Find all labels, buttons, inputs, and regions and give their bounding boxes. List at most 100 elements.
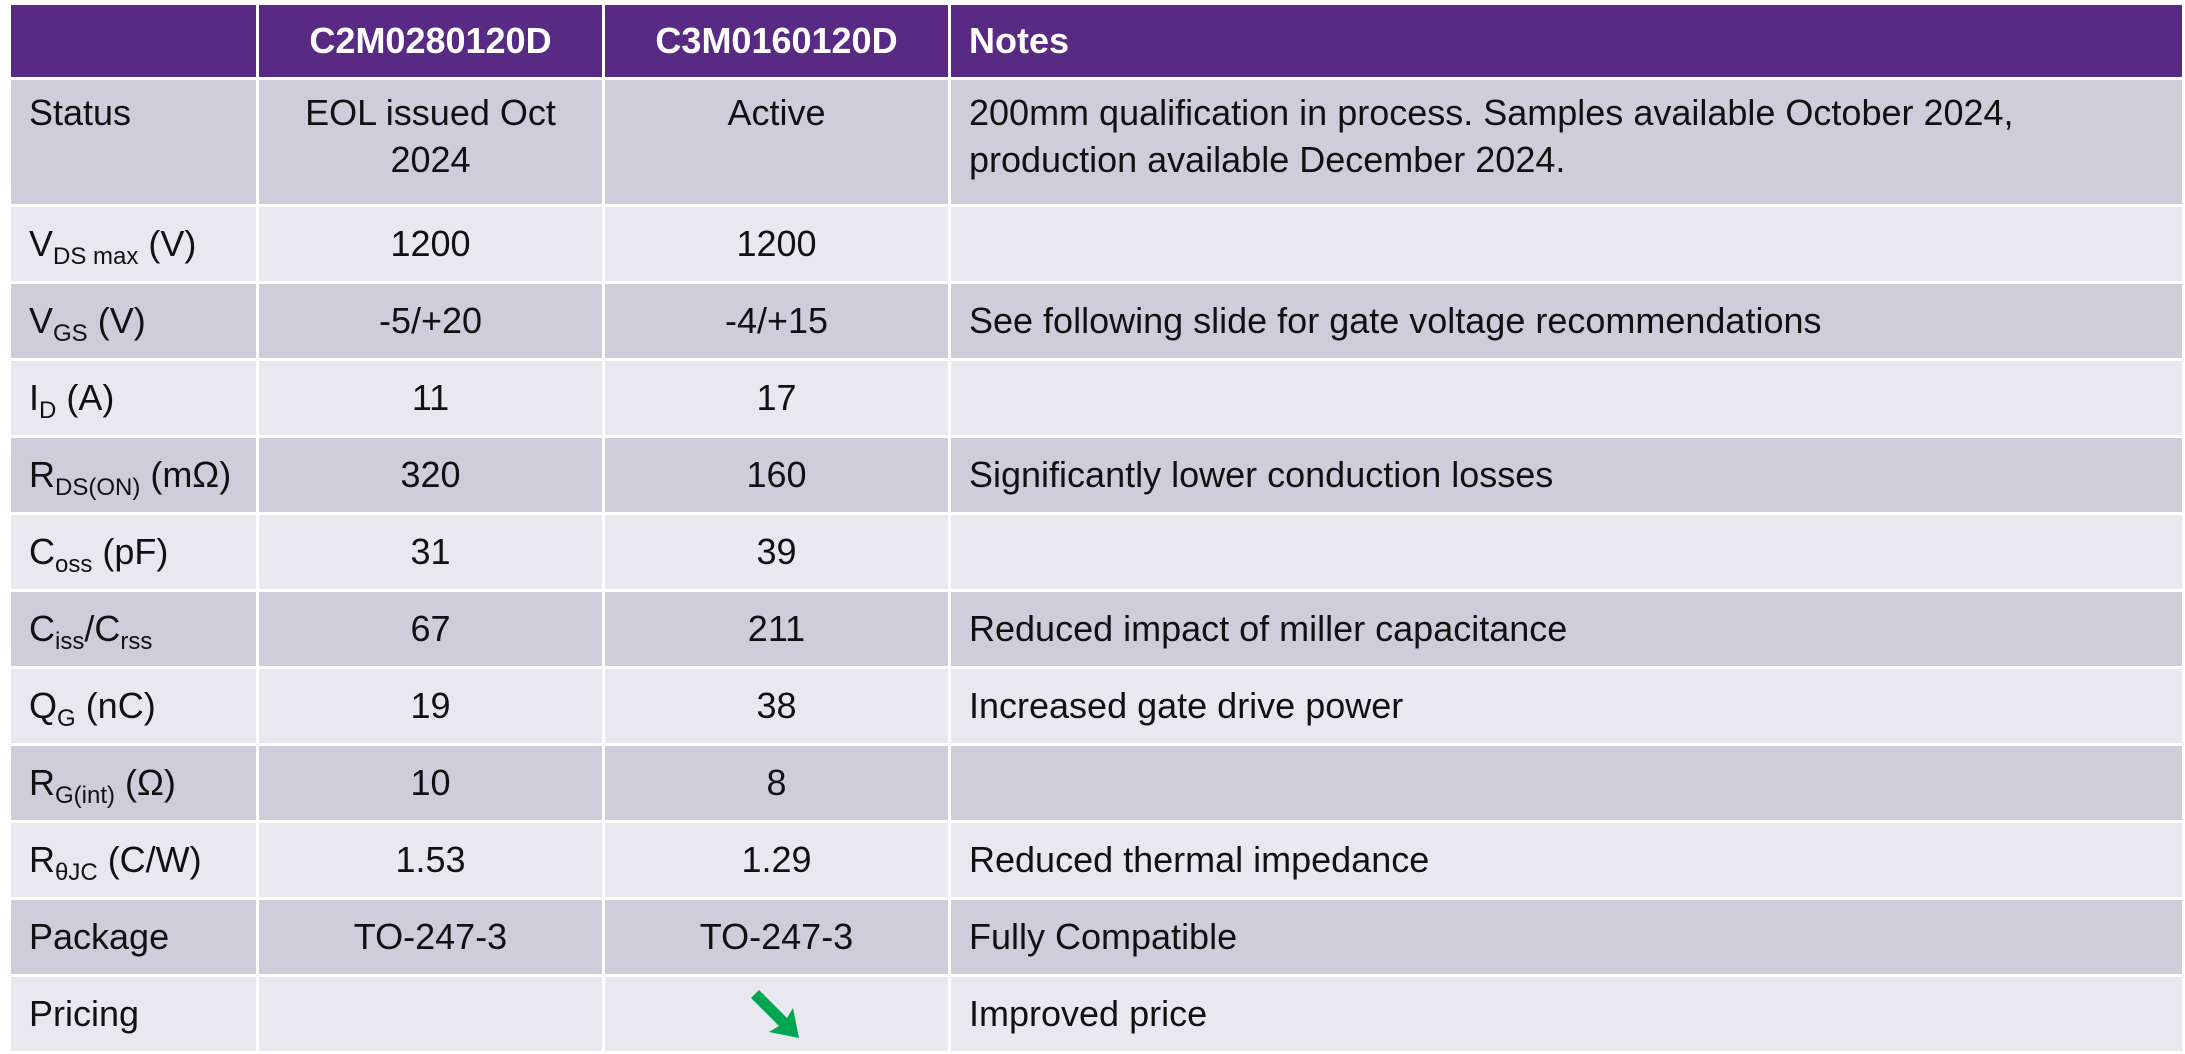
table-row: RDS(ON) (mΩ) 320 160 Significantly lower co… bbox=[8, 435, 2185, 515]
value-cell: -4/+15 bbox=[602, 281, 951, 361]
value-cell: 211 bbox=[602, 589, 951, 669]
value-cell: -5/+20 bbox=[256, 281, 605, 361]
param-cell: QG (nC) bbox=[8, 666, 259, 746]
notes-cell bbox=[948, 512, 2185, 592]
param-cell: Status bbox=[8, 77, 259, 207]
value-cell: 1.29 bbox=[602, 820, 951, 900]
param-subscript: G(int) bbox=[55, 781, 115, 809]
param-cell: Ciss/Crss bbox=[8, 589, 259, 669]
value-cell: 10 bbox=[256, 743, 605, 823]
value-cell: 19 bbox=[256, 666, 605, 746]
value-cell: 160 bbox=[602, 435, 951, 515]
param-cell: RDS(ON) (mΩ) bbox=[8, 435, 259, 515]
value-cell: 17 bbox=[602, 358, 951, 438]
param-text: R bbox=[29, 838, 55, 880]
param-text: (V) bbox=[138, 222, 197, 264]
value-cell: Active bbox=[602, 77, 951, 207]
notes-cell: Reduced thermal impedance bbox=[948, 820, 2185, 900]
header-cell: C2M0280120D bbox=[256, 2, 605, 80]
value-cell: TO-247-3 bbox=[602, 897, 951, 977]
table-row: RG(int) (Ω) 10 8 bbox=[8, 743, 2185, 823]
param-subscript: D bbox=[39, 396, 57, 424]
table-row: Ciss/Crss 67 211 Reduced impact of miller c… bbox=[8, 589, 2185, 669]
param-cell: RθJC (C/W) bbox=[8, 820, 259, 900]
param-subscript: iss bbox=[55, 627, 85, 655]
param-text: (A) bbox=[56, 376, 115, 418]
value-cell bbox=[256, 974, 605, 1054]
param-text: Q bbox=[29, 684, 58, 726]
value-cell: 39 bbox=[602, 512, 951, 592]
value-cell: 8 bbox=[602, 743, 951, 823]
value-cell: 67 bbox=[256, 589, 605, 669]
notes-cell: See following slide for gate voltage rec… bbox=[948, 281, 2185, 361]
param-cell: Package bbox=[8, 897, 259, 977]
param-cell: VGS (V) bbox=[8, 281, 259, 361]
value-cell: 1.53 bbox=[256, 820, 605, 900]
notes-cell bbox=[948, 743, 2185, 823]
param-text: I bbox=[29, 376, 40, 418]
notes-cell bbox=[948, 358, 2185, 438]
notes-cell: Significantly lower conduction losses bbox=[948, 435, 2185, 515]
table-row: Pricing Improved price bbox=[8, 974, 2185, 1054]
param-subscript: θJC bbox=[55, 858, 98, 886]
param-subscript: G bbox=[57, 704, 76, 732]
notes-cell: Fully Compatible bbox=[948, 897, 2185, 977]
param-cell: RG(int) (Ω) bbox=[8, 743, 259, 823]
table-row: VDS max (V) 1200 1200 bbox=[8, 204, 2185, 284]
param-text: C bbox=[29, 607, 55, 649]
param-text: (mΩ) bbox=[140, 453, 232, 495]
param-text: R bbox=[29, 453, 55, 495]
notes-cell: Improved price bbox=[948, 974, 2185, 1054]
param-cell: Coss (pF) bbox=[8, 512, 259, 592]
param-cell: ID (A) bbox=[8, 358, 259, 438]
notes-cell bbox=[948, 204, 2185, 284]
param-subscript: DS(ON) bbox=[55, 473, 141, 501]
param-cell: Pricing bbox=[8, 974, 259, 1054]
value-cell: EOL issued Oct 2024 bbox=[256, 77, 605, 207]
value-cell: 320 bbox=[256, 435, 605, 515]
param-text: C bbox=[29, 530, 55, 572]
header-row: C2M0280120D C3M0160120D Notes bbox=[8, 2, 2185, 80]
table-row: Status EOL issued Oct 2024 Active 200mm qua… bbox=[8, 77, 2185, 207]
table-row: VGS (V) -5/+20 -4/+15 See following slide f… bbox=[8, 281, 2185, 361]
table-row: QG (nC) 19 38 Increased gate drive power bbox=[8, 666, 2185, 746]
param-text: /C bbox=[84, 607, 121, 649]
notes-cell: 200mm qualification in process. Samples … bbox=[948, 77, 2185, 207]
value-cell: 1200 bbox=[602, 204, 951, 284]
param-text: (C/W) bbox=[97, 838, 202, 880]
value-cell: 1200 bbox=[256, 204, 605, 284]
notes-cell: Reduced impact of miller capacitance bbox=[948, 589, 2185, 669]
param-subscript: DS max bbox=[53, 242, 139, 270]
param-text: (nC) bbox=[75, 684, 156, 726]
param-text: (pF) bbox=[92, 530, 169, 572]
param-subscript: rss bbox=[120, 627, 153, 655]
spec-table: C2M0280120D C3M0160120D Notes Status EOL … bbox=[8, 2, 2185, 1054]
header-cell bbox=[8, 2, 259, 80]
param-text: (V) bbox=[87, 299, 146, 341]
param-subscript: oss bbox=[55, 550, 93, 578]
table-row: ID (A) 11 17 bbox=[8, 358, 2185, 438]
param-text: V bbox=[29, 299, 54, 341]
header-cell: Notes bbox=[948, 2, 2185, 80]
param-text: Status bbox=[29, 92, 132, 133]
table-row: Package TO-247-3 TO-247-3 Fully Compatible bbox=[8, 897, 2185, 977]
param-text: R bbox=[29, 761, 55, 803]
param-cell: VDS max (V) bbox=[8, 204, 259, 284]
param-subscript: GS bbox=[53, 319, 88, 347]
param-text: (Ω) bbox=[115, 761, 176, 803]
table-row: Coss (pF) 31 39 bbox=[8, 512, 2185, 592]
header-cell: C3M0160120D bbox=[602, 2, 951, 80]
param-text: Package bbox=[29, 915, 170, 957]
table-body: Status EOL issued Oct 2024 Active 200mm qua… bbox=[8, 77, 2185, 1054]
param-text: Pricing bbox=[29, 992, 140, 1034]
param-text: V bbox=[29, 222, 54, 264]
value-cell: 11 bbox=[256, 358, 605, 438]
value-cell: TO-247-3 bbox=[256, 897, 605, 977]
value-cell: 38 bbox=[602, 666, 951, 746]
notes-cell: Increased gate drive power bbox=[948, 666, 2185, 746]
price-arrow-icon bbox=[750, 990, 799, 1038]
value-cell: 31 bbox=[256, 512, 605, 592]
table-row: RθJC (C/W) 1.53 1.29 Reduced thermal impeda… bbox=[8, 820, 2185, 900]
value-cell bbox=[602, 974, 951, 1054]
